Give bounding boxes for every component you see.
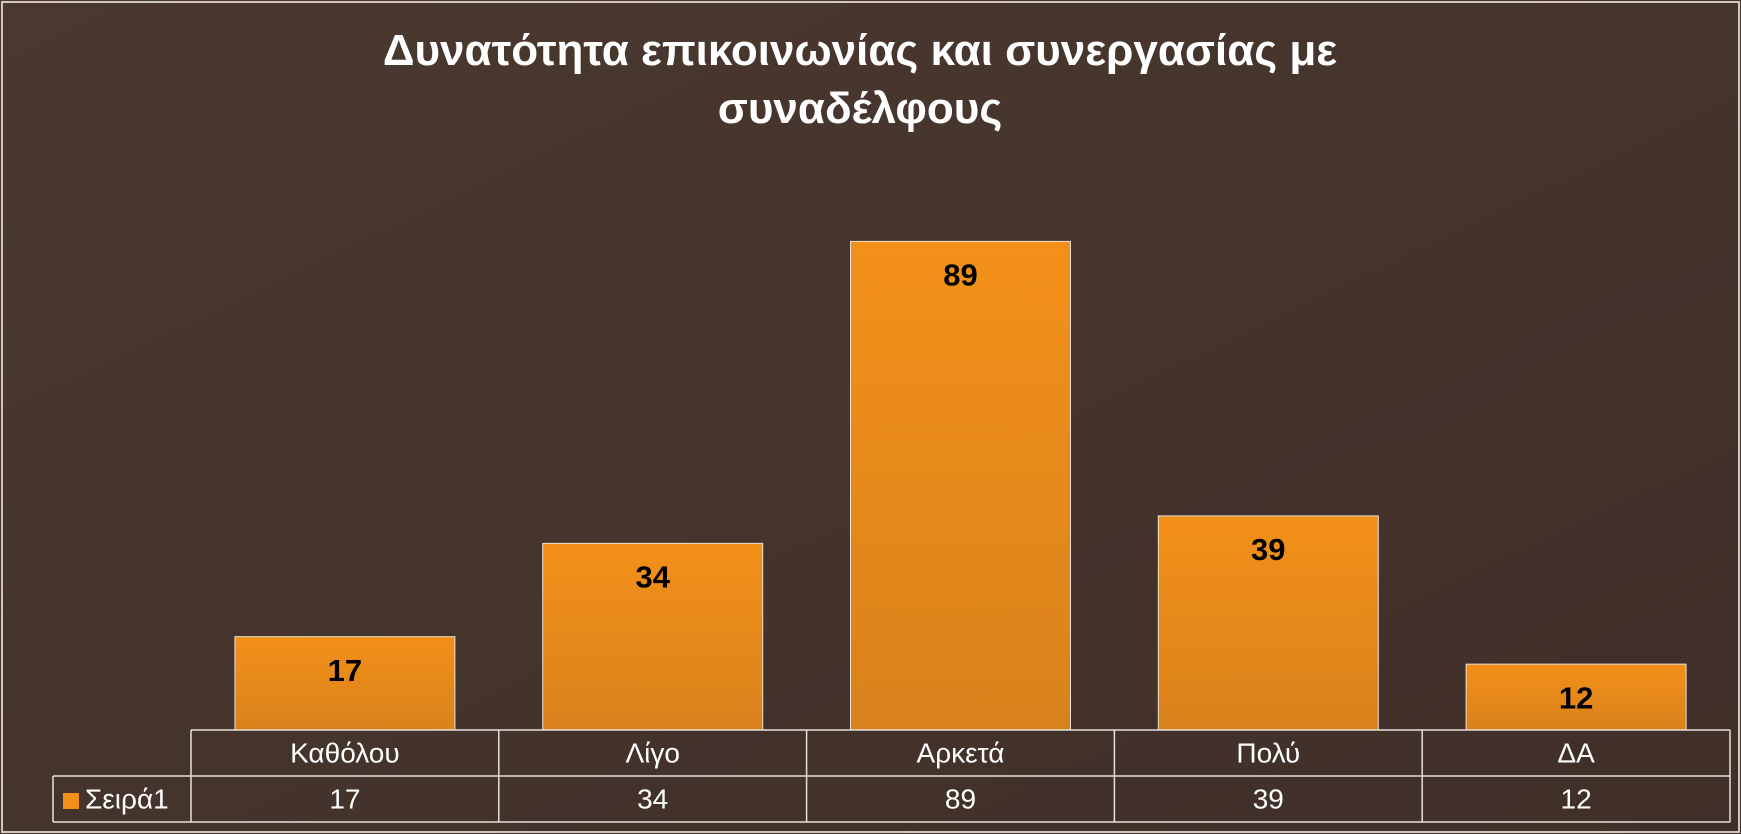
table-value: 39 [1253,783,1284,814]
data-label: 39 [1251,532,1285,567]
bar [1157,515,1379,731]
table-value: 34 [637,783,668,814]
table-value: 17 [329,783,360,814]
bar [850,240,1071,731]
data-label: 89 [943,258,977,293]
x-tick-label: Λίγο [625,737,680,768]
title-box: Δυνατότητα επικοινωνίας και συνεργασίας … [382,26,1338,133]
data-label: 34 [635,560,670,595]
x-tick-label: ΔΑ [1557,737,1595,768]
table-value: 12 [1561,783,1592,814]
x-tick-label: Πολύ [1236,737,1300,768]
legend-label: Σειρά1 [85,783,169,814]
data-label: 17 [328,653,362,688]
table-value: 89 [945,783,976,814]
chart-title: Δυνατότητα επικοινωνίας και συνεργασίας … [382,26,1338,133]
x-tick-label: Καθόλου [290,737,400,768]
bar [234,636,456,731]
legend-swatch [63,793,79,809]
bar [542,542,764,731]
x-tick-label: Αρκετά [917,737,1005,768]
data-label: 12 [1559,680,1593,715]
bar [1465,663,1687,731]
